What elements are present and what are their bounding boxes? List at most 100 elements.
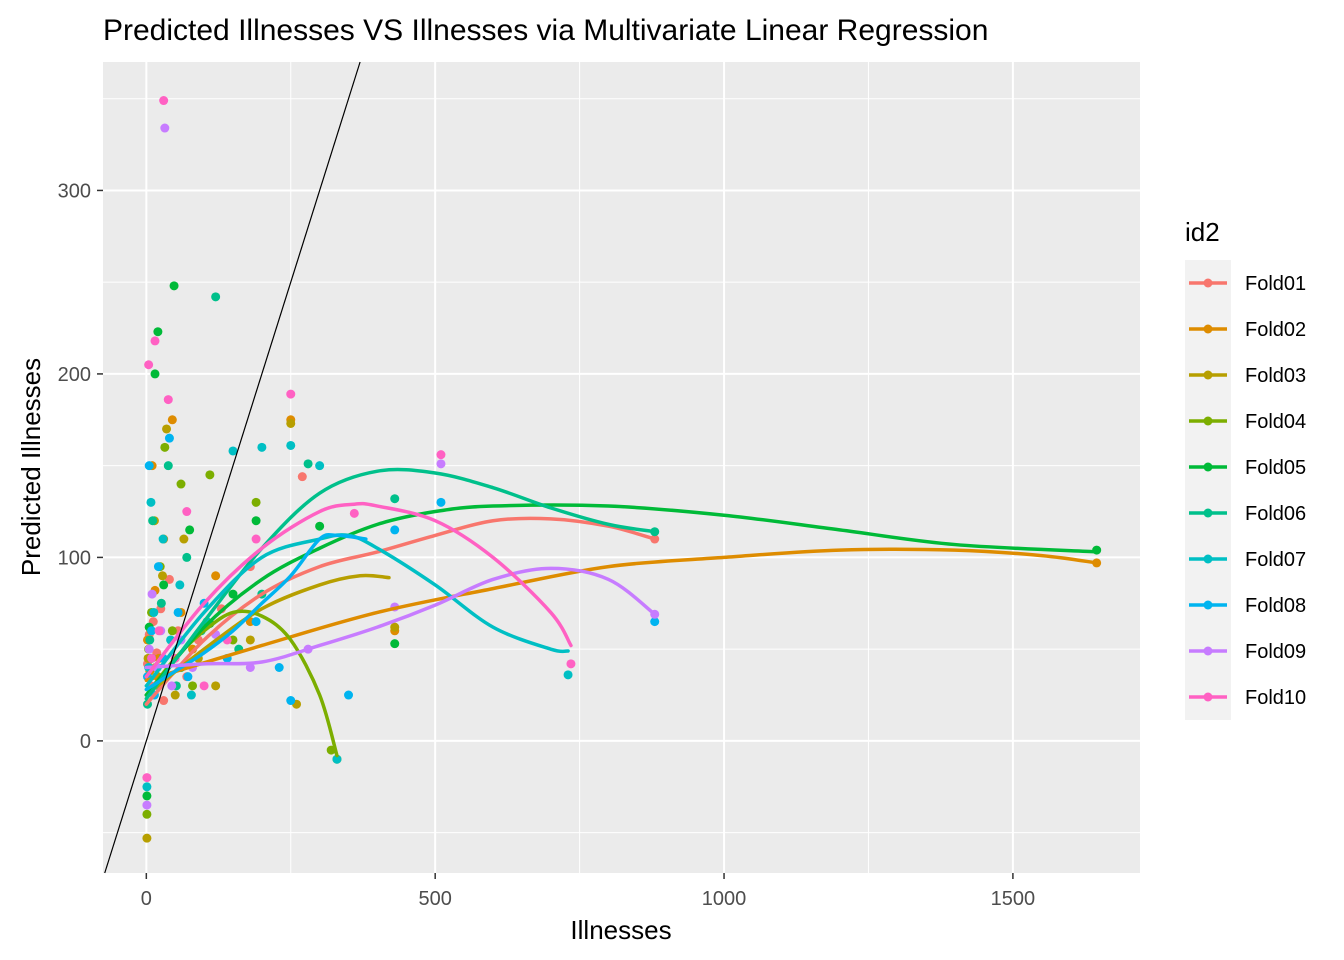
data-point: [566, 659, 576, 669]
data-point: [145, 635, 155, 645]
legend: id2 Fold01 Fold02 Fold03 Fold04 Fold05 Fold06…: [1185, 217, 1306, 720]
data-point: [436, 450, 446, 460]
legend-title: id2: [1185, 217, 1220, 247]
data-point: [251, 516, 261, 526]
data-point: [159, 96, 169, 106]
data-point: [164, 574, 174, 584]
data-point: [349, 508, 359, 518]
data-point: [228, 589, 238, 599]
legend-key-point: [1203, 324, 1213, 334]
legend-key-point: [1203, 462, 1213, 472]
data-point: [436, 497, 446, 507]
smooth-line-fold01: [144, 516, 657, 706]
data-point: [156, 598, 166, 608]
data-point: [154, 626, 164, 636]
data-point: [170, 690, 180, 700]
data-point: [164, 433, 174, 443]
data-point: [436, 459, 446, 469]
legend-key-point: [1203, 600, 1213, 610]
y-tick-label: 100: [58, 547, 91, 569]
smooth-lines: [144, 467, 1099, 758]
data-point: [144, 644, 154, 654]
x-tick-label: 0: [141, 888, 152, 910]
legend-label: Fold08: [1245, 595, 1306, 617]
data-point: [167, 415, 177, 425]
smooth-line-fold05: [144, 503, 1099, 697]
data-point: [182, 507, 192, 517]
legend-label: Fold05: [1245, 457, 1306, 479]
data-point: [163, 395, 173, 405]
reference-line-group: [104, 61, 361, 874]
data-point: [390, 639, 400, 649]
data-point: [150, 336, 160, 346]
x-tick-label: 1500: [991, 888, 1036, 910]
data-point: [563, 670, 573, 680]
legend-label: Fold06: [1245, 503, 1306, 525]
data-point: [144, 461, 154, 471]
data-point: [148, 516, 158, 526]
legend-key-point: [1203, 554, 1213, 564]
legend-label: Fold02: [1245, 319, 1306, 341]
data-point: [153, 562, 163, 572]
smooth-line-fold10: [144, 501, 573, 679]
data-point: [251, 497, 261, 507]
data-point: [159, 580, 169, 590]
data-point: [142, 791, 152, 801]
smooth-line-fold06: [144, 467, 657, 701]
data-point: [332, 754, 342, 764]
legend-label: Fold04: [1245, 411, 1306, 433]
legend-label: Fold09: [1245, 641, 1306, 663]
y-tick-label: 300: [58, 180, 91, 202]
legend-key-point: [1203, 692, 1213, 702]
data-point: [149, 607, 159, 617]
data-point: [176, 479, 186, 489]
data-point: [158, 571, 168, 581]
data-point: [182, 552, 192, 562]
data-point: [315, 521, 325, 531]
x-tick-label: 500: [418, 888, 451, 910]
data-point: [175, 580, 185, 590]
data-point: [173, 607, 183, 617]
y-tick-label: 0: [80, 731, 91, 753]
data-point: [169, 281, 179, 291]
data-point: [159, 696, 169, 706]
data-point: [146, 497, 156, 507]
data-point: [245, 662, 255, 672]
smooth-line-fold03: [144, 573, 391, 697]
legend-key-point: [1203, 416, 1213, 426]
data-point: [199, 681, 209, 691]
chart-title: Predicted Illnesses VS Illnesses via Mul…: [103, 14, 988, 47]
legend-label: Fold07: [1245, 549, 1306, 571]
data-point: [228, 446, 238, 456]
data-point: [144, 360, 154, 370]
x-axis-title: Illnesses: [570, 915, 671, 945]
data-point: [303, 459, 313, 469]
data-point: [315, 461, 325, 471]
data-point: [211, 571, 221, 581]
data-point: [150, 369, 160, 379]
legend-key-point: [1203, 278, 1213, 288]
smooth-line-fold02: [144, 547, 1099, 683]
data-point: [167, 681, 177, 691]
data-point: [186, 690, 196, 700]
legend-key-point: [1203, 646, 1213, 656]
data-point: [183, 672, 193, 682]
data-point: [160, 123, 170, 133]
data-point: [179, 534, 189, 544]
data-point: [185, 525, 195, 535]
data-point: [274, 662, 284, 672]
y-axis-title: Predicted Illnesses: [16, 358, 46, 576]
y-axis: 0 100 200 300: [58, 180, 103, 753]
data-point: [142, 833, 152, 843]
data-point: [160, 442, 170, 452]
legend-label: Fold03: [1245, 365, 1306, 387]
data-point: [211, 292, 221, 302]
data-point: [153, 327, 163, 337]
data-point: [245, 635, 255, 645]
data-point: [147, 653, 157, 663]
legend-key-point: [1203, 370, 1213, 380]
data-point: [251, 534, 261, 544]
data-point: [163, 461, 173, 471]
data-point: [390, 622, 400, 632]
